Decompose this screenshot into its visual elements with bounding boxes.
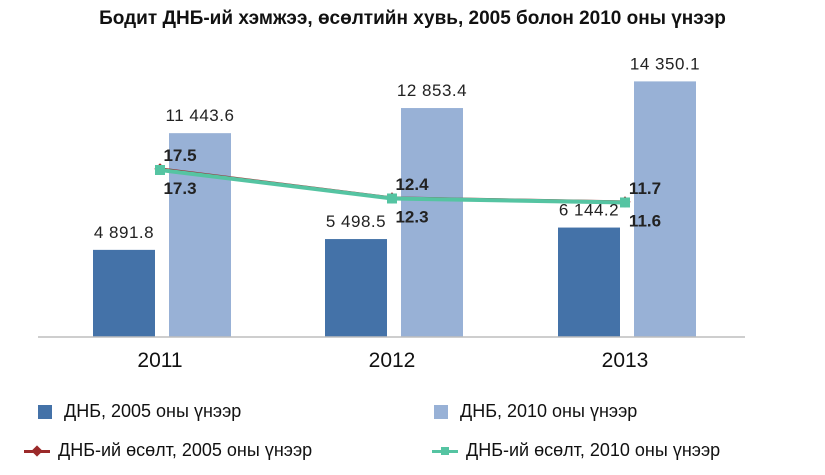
line-value-label-series3-cat1: 12.3	[395, 207, 428, 226]
bar-series0-cat0	[93, 249, 155, 337]
legend-item-bar-2005: ДНБ, 2005 оны үнээр	[38, 401, 241, 422]
legend-item-bar-2010: ДНБ, 2010 оны үнээр	[434, 401, 637, 422]
lines-layer	[154, 163, 631, 208]
line-value-label-series3-cat0: 17.3	[163, 179, 196, 198]
legend-item-line-2010: ДНБ-ий өсөлт, 2010 оны үнээр	[432, 440, 720, 461]
x-tick-label-1: 2012	[369, 349, 416, 372]
line-point-series3-cat2	[620, 197, 630, 208]
bar-series1-cat0	[169, 133, 231, 337]
x-tick-label-2: 2013	[602, 349, 649, 372]
legend-swatch-line-2010	[432, 444, 458, 458]
bar-value-label-series0-cat0: 4 891.8	[94, 223, 154, 242]
line-value-label-series2-cat0: 17.5	[163, 146, 196, 165]
bar-series1-cat2	[634, 81, 696, 337]
bar-series1-cat1	[401, 108, 463, 337]
bar-series0-cat2	[558, 227, 620, 337]
legend-swatch-bar-2010	[434, 404, 448, 419]
bar-value-label-series1-cat0: 11 443.6	[166, 106, 235, 125]
legend-item-line-2005: ДНБ-ий өсөлт, 2005 оны үнээр	[24, 440, 312, 461]
line-value-label-series2-cat2: 11.7	[629, 179, 661, 198]
line-point-series3-cat0	[155, 164, 165, 175]
line-value-label-series3-cat2: 11.6	[629, 211, 661, 230]
bar-series0-cat1	[325, 239, 387, 337]
bar-value-label-series1-cat1: 12 853.4	[397, 81, 467, 100]
legend-label-bar-2010: ДНБ, 2010 оны үнээр	[460, 401, 638, 421]
labels-layer: 4 891.8 5 498.5 6 144.2 11 443.6 12 853.4 14 …	[94, 54, 700, 372]
legend-label-line-2010: ДНБ-ий өсөлт, 2010 оны үнээр	[466, 440, 721, 460]
bar-value-label-series1-cat2: 14 350.1	[630, 54, 700, 73]
line-value-label-series2-cat1: 12.4	[395, 175, 429, 194]
legend-swatch-line-2005	[24, 444, 50, 458]
bar-value-label-series0-cat2: 6 144.2	[559, 201, 619, 220]
legend-swatch-bar-2005	[38, 404, 52, 419]
bar-value-label-series0-cat1: 5 498.5	[326, 212, 386, 231]
legend-label-line-2005: ДНБ-ий өсөлт, 2005 оны үнээр	[58, 440, 313, 460]
chart-title: Бодит ДНБ-ий хэмжээ, өсөлтийн хувь, 2005…	[99, 8, 726, 29]
line-point-series3-cat1	[387, 193, 397, 204]
bars-layer	[93, 81, 696, 337]
x-tick-label-0: 2011	[137, 349, 182, 372]
legend-label-bar-2005: ДНБ, 2005 оны үнээр	[64, 401, 242, 421]
